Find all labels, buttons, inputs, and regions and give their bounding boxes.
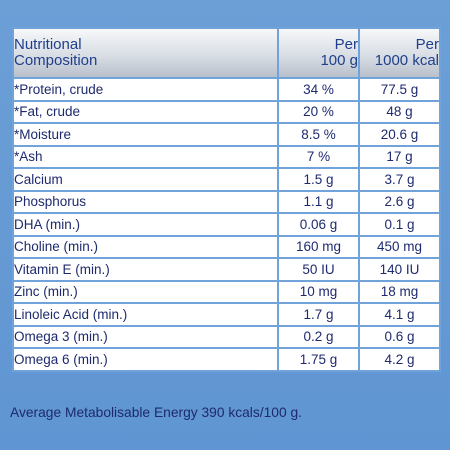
header-nutritional-composition: Nutritional Composition <box>12 27 279 79</box>
value-per-1000kcal: 0.6 g <box>358 324 441 349</box>
table-row: Linoleic Acid (min.) 1.7 g 4.1 g <box>12 302 441 327</box>
nutrient-name: Choline (min.) <box>12 234 279 259</box>
nutrient-name: *Ash <box>12 144 279 169</box>
metabolisable-energy-note: Average Metabolisable Energy 390 kcals/1… <box>10 405 302 420</box>
value-per-1000kcal: 48 g <box>358 99 441 124</box>
nutrient-name: *Fat, crude <box>12 99 279 124</box>
nutrient-name: Omega 6 (min.) <box>12 347 279 372</box>
value-per-1000kcal: 0.1 g <box>358 212 441 237</box>
table-row: *Protein, crude 34 % 77.5 g <box>12 77 441 102</box>
nutrient-name: Omega 3 (min.) <box>12 324 279 349</box>
nutrient-name: Linoleic Acid (min.) <box>12 302 279 327</box>
value-per-1000kcal: 4.1 g <box>358 302 441 327</box>
nutrient-name: Calcium <box>12 167 279 192</box>
value-per-100g: 1.1 g <box>277 189 360 214</box>
value-per-100g: 1.7 g <box>277 302 360 327</box>
value-per-1000kcal: 4.2 g <box>358 347 441 372</box>
table-row: Omega 6 (min.) 1.75 g 4.2 g <box>12 347 441 372</box>
value-per-100g: 7 % <box>277 144 360 169</box>
header-name-line2: Composition <box>14 52 98 69</box>
header-per-1000kcal: Per 1000 kcal <box>358 27 441 79</box>
table-row: Choline (min.) 160 mg 450 mg <box>12 234 441 259</box>
table-row: Vitamin E (min.) 50 IU 140 IU <box>12 257 441 282</box>
nutrient-name: Vitamin E (min.) <box>12 257 279 282</box>
nutrition-table: Nutritional Composition Per 100 g Per 10… <box>12 27 441 372</box>
nutrient-name: DHA (min.) <box>12 212 279 237</box>
value-per-1000kcal: 17 g <box>358 144 441 169</box>
table-row: Zinc (min.) 10 mg 18 mg <box>12 279 441 304</box>
value-per-1000kcal: 3.7 g <box>358 167 441 192</box>
table-row: *Moisture 8.5 % 20.6 g <box>12 122 441 147</box>
table-row: *Fat, crude 20 % 48 g <box>12 99 441 124</box>
value-per-1000kcal: 18 mg <box>358 279 441 304</box>
nutrient-name: Phosphorus <box>12 189 279 214</box>
value-per-100g: 160 mg <box>277 234 360 259</box>
value-per-100g: 8.5 % <box>277 122 360 147</box>
nutrient-name: *Moisture <box>12 122 279 147</box>
nutrient-name: *Protein, crude <box>12 77 279 102</box>
table-row: Phosphorus 1.1 g 2.6 g <box>12 189 441 214</box>
table-header-row: Nutritional Composition Per 100 g Per 10… <box>12 27 441 79</box>
value-per-100g: 34 % <box>277 77 360 102</box>
header-col1-line1: Per <box>334 36 358 53</box>
table-row: DHA (min.) 0.06 g 0.1 g <box>12 212 441 237</box>
value-per-100g: 0.06 g <box>277 212 360 237</box>
header-col1-line2: 100 g <box>320 52 358 69</box>
value-per-1000kcal: 450 mg <box>358 234 441 259</box>
header-name-line1: Nutritional <box>14 36 82 53</box>
header-col2-line1: Per <box>415 36 439 53</box>
header-col2-line2: 1000 kcal <box>374 52 439 69</box>
value-per-100g: 20 % <box>277 99 360 124</box>
table-row: Calcium 1.5 g 3.7 g <box>12 167 441 192</box>
table-row: Omega 3 (min.) 0.2 g 0.6 g <box>12 324 441 349</box>
header-per-100g: Per 100 g <box>277 27 360 79</box>
table-row: *Ash 7 % 17 g <box>12 144 441 169</box>
value-per-100g: 1.5 g <box>277 167 360 192</box>
nutrient-name: Zinc (min.) <box>12 279 279 304</box>
value-per-1000kcal: 2.6 g <box>358 189 441 214</box>
value-per-1000kcal: 140 IU <box>358 257 441 282</box>
value-per-100g: 50 IU <box>277 257 360 282</box>
value-per-1000kcal: 77.5 g <box>358 77 441 102</box>
value-per-100g: 10 mg <box>277 279 360 304</box>
value-per-1000kcal: 20.6 g <box>358 122 441 147</box>
value-per-100g: 1.75 g <box>277 347 360 372</box>
nutrition-table-panel: Nutritional Composition Per 100 g Per 10… <box>12 27 441 372</box>
value-per-100g: 0.2 g <box>277 324 360 349</box>
